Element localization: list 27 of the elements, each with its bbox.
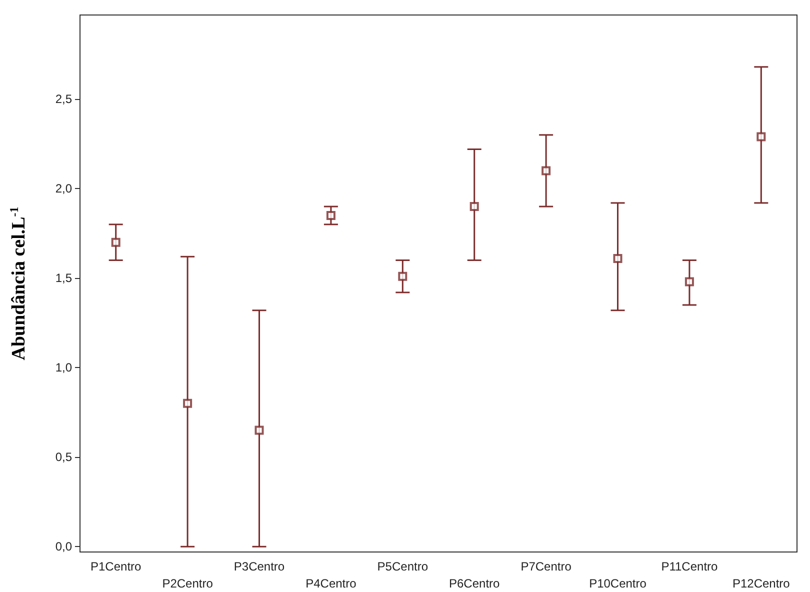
point xyxy=(613,254,622,263)
point xyxy=(684,277,694,286)
point xyxy=(542,166,551,176)
y-tick-label: 1,0 xyxy=(55,360,72,375)
x-tick-label: P2Centro xyxy=(162,576,214,590)
point xyxy=(398,272,408,281)
point xyxy=(756,132,766,142)
point xyxy=(326,210,336,220)
y-tick-label: 2,0 xyxy=(55,182,72,196)
x-tick-label: P6Centro xyxy=(449,576,500,590)
point xyxy=(470,202,479,212)
y-tick-label: 0,0 xyxy=(55,540,72,554)
x-tick-label: P1Centro xyxy=(90,560,142,574)
x-tick-label: P10Centro xyxy=(589,576,647,590)
point xyxy=(254,426,264,435)
point xyxy=(183,398,192,408)
x-tick-label: P7Centro xyxy=(520,560,572,574)
y-tick-label: 2,5 xyxy=(55,92,72,106)
y-tick-label: 0,5 xyxy=(55,450,72,464)
point xyxy=(111,238,120,247)
y-tick-label: 1,5 xyxy=(55,271,72,286)
x-tick-label: P11Centro xyxy=(661,560,718,574)
x-tick-label: P4Centro xyxy=(306,576,357,590)
x-tick-label: P12Centro xyxy=(732,576,790,590)
y-axis-title: Abundância cel.L-1 xyxy=(7,206,30,360)
x-tick-label: P5Centro xyxy=(377,560,428,574)
x-tick-label: P3Centro xyxy=(234,560,285,574)
